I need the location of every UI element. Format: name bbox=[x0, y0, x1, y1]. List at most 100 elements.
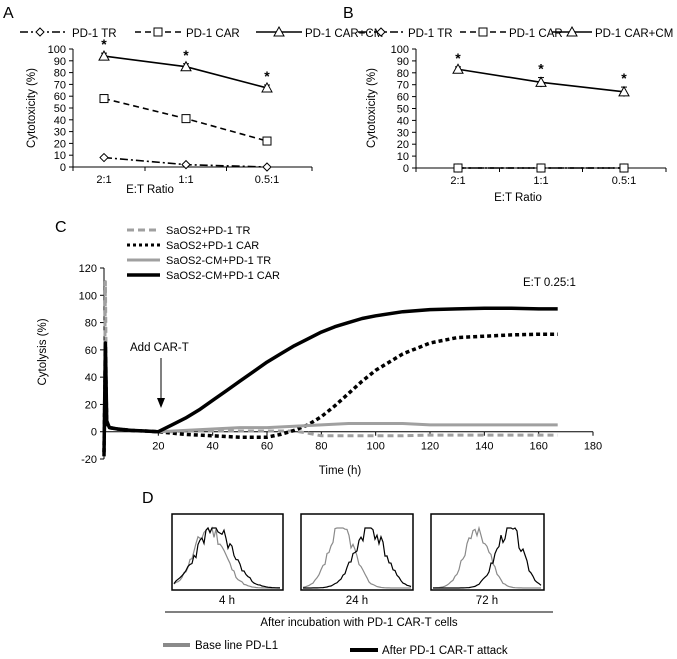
histogram-4h-baseline bbox=[173, 526, 280, 589]
legend-d-after-label: After PD-1 CAR-T attack bbox=[382, 645, 508, 657]
y-tick-label: 0 bbox=[403, 163, 409, 175]
panel-c-label: C bbox=[55, 219, 67, 236]
x-tick-label: 100 bbox=[366, 441, 384, 453]
x-tick-label: 2:1 bbox=[96, 174, 111, 186]
significance-asterisk: * bbox=[101, 36, 107, 52]
x-tick-label: 0.5:1 bbox=[612, 175, 636, 187]
y-tick-label: 90 bbox=[397, 56, 409, 68]
y-tick-label: 10 bbox=[54, 150, 66, 162]
y-tick-label: 90 bbox=[54, 56, 66, 68]
legend-b-tr-label: PD-1 TR bbox=[408, 28, 453, 40]
y-tick-label: 100 bbox=[79, 290, 97, 302]
y-tick-label: 40 bbox=[85, 372, 97, 384]
significance-asterisk: * bbox=[621, 70, 627, 86]
panel-c-arrow-head-icon bbox=[157, 398, 165, 408]
histogram-72h-after bbox=[433, 527, 542, 589]
panel-a-xlabel: E:T Ratio bbox=[126, 184, 174, 196]
y-tick-label: 20 bbox=[54, 138, 66, 150]
y-tick-label: 10 bbox=[397, 151, 409, 163]
panel-a: A PD-1 TR PD-1 CAR PD-1 CAR+CM Cytotoxic… bbox=[3, 5, 383, 196]
panel-c-ratio-label: E:T 0.25:1 bbox=[523, 277, 576, 289]
y-tick-label: 100 bbox=[48, 44, 66, 56]
data-point bbox=[452, 63, 464, 74]
x-tick-label: 0.5:1 bbox=[255, 174, 279, 186]
panel-b-ylabel: Cytotoxicity (%) bbox=[366, 68, 378, 148]
x-tick-label: 120 bbox=[421, 441, 439, 453]
histogram-24h-label: 24 h bbox=[346, 595, 368, 607]
x-tick-label: 180 bbox=[584, 441, 602, 453]
histogram-4h-after bbox=[173, 526, 280, 589]
x-tick-label: 20 bbox=[152, 441, 164, 453]
y-tick-label: 60 bbox=[85, 345, 97, 357]
y-tick-label: 70 bbox=[397, 80, 409, 92]
y-tick-label: 0 bbox=[91, 427, 97, 439]
data-point bbox=[261, 81, 273, 93]
series-line-saos2-cm-pd-1-car bbox=[102, 306, 558, 457]
panel-d-histograms bbox=[173, 525, 542, 589]
legend-b-carcm-label: PD-1 CAR+CM bbox=[595, 28, 673, 40]
x-tick-label: 60 bbox=[261, 441, 273, 453]
legend-d-baseline-label: Base line PD-L1 bbox=[195, 640, 278, 652]
y-tick-label: 60 bbox=[397, 92, 409, 104]
y-tick-label: 30 bbox=[54, 127, 66, 139]
legend-c-cmcar-label: SaOS2-CM+PD-1 CAR bbox=[166, 270, 280, 282]
y-tick-label: 30 bbox=[397, 127, 409, 139]
significance-asterisk: * bbox=[538, 61, 544, 77]
histogram-4h-frame bbox=[171, 513, 284, 591]
y-tick-label: 60 bbox=[54, 91, 66, 103]
panel-d: D 4 h 24 h 72 h After incubation with PD… bbox=[142, 490, 553, 657]
panel-b-legend: PD-1 TR PD-1 CAR PD-1 CAR+CM bbox=[358, 25, 673, 40]
x-tick-label: 1:1 bbox=[533, 175, 548, 187]
data-point bbox=[181, 114, 191, 124]
panel-b-xlabel: E:T Ratio bbox=[494, 192, 542, 204]
y-tick-label: 40 bbox=[54, 115, 66, 127]
y-tick-label: 80 bbox=[85, 318, 97, 330]
data-point bbox=[180, 60, 192, 72]
panel-c-legend: SaOS2+PD-1 TR SaOS2+PD-1 CAR SaOS2-CM+PD… bbox=[127, 225, 280, 282]
y-tick-label: 120 bbox=[79, 263, 97, 275]
legend-a-tr-label: PD-1 TR bbox=[72, 28, 117, 40]
panel-c: C SaOS2+PD-1 TR SaOS2+PD-1 CAR SaOS2-CM+… bbox=[37, 219, 602, 477]
y-tick-label: 80 bbox=[397, 68, 409, 80]
legend-b-car-marker-square bbox=[478, 27, 488, 37]
panel-b-label: B bbox=[343, 5, 354, 22]
legend-a-car-label: PD-1 CAR bbox=[186, 28, 240, 40]
significance-asterisk: * bbox=[183, 47, 189, 63]
y-tick-label: 20 bbox=[85, 399, 97, 411]
x-tick-label: 160 bbox=[529, 441, 547, 453]
series-line-saos2-cm-pd-1-tr bbox=[102, 348, 558, 454]
data-point bbox=[181, 159, 191, 170]
y-tick-label: 0 bbox=[60, 162, 66, 174]
legend-a-tr-marker-diamond bbox=[35, 27, 45, 37]
panel-c-plot: -20 0 20 40 60 80 100 120 20 40 60 80 100 120 140 160 18… bbox=[79, 263, 603, 466]
panel-a-label: A bbox=[3, 5, 14, 22]
histogram-24h-after bbox=[303, 527, 412, 589]
x-tick-label: 80 bbox=[315, 441, 327, 453]
y-tick-label: -20 bbox=[81, 454, 97, 466]
significance-asterisk: * bbox=[455, 50, 461, 66]
histogram-4h-label: 4 h bbox=[219, 595, 235, 607]
data-point bbox=[99, 94, 109, 104]
x-tick-label: 40 bbox=[207, 441, 219, 453]
x-tick-label: 2:1 bbox=[450, 175, 465, 187]
legend-a-carcm-label: PD-1 CAR+CM bbox=[305, 28, 383, 40]
data-point bbox=[262, 162, 272, 172]
data-point bbox=[262, 136, 272, 146]
y-tick-label: 40 bbox=[397, 115, 409, 127]
data-point bbox=[619, 163, 629, 173]
panel-c-ylabel: Cytolysis (%) bbox=[37, 318, 49, 385]
panel-b: B PD-1 TR PD-1 CAR PD-1 CAR+CM Cytotoxic… bbox=[343, 5, 673, 204]
panel-d-label: D bbox=[142, 490, 154, 507]
data-point bbox=[453, 163, 463, 173]
legend-a-car-marker-square bbox=[153, 27, 163, 37]
data-point bbox=[535, 76, 547, 87]
histogram-72h-label: 72 h bbox=[476, 595, 498, 607]
legend-c-cmtr-label: SaOS2-CM+PD-1 TR bbox=[166, 255, 271, 267]
data-point bbox=[618, 85, 630, 97]
legend-b-car-label: PD-1 CAR bbox=[509, 28, 563, 40]
significance-asterisk: * bbox=[264, 68, 270, 84]
y-tick-label: 50 bbox=[397, 104, 409, 116]
x-tick-label: 1:1 bbox=[178, 174, 193, 186]
